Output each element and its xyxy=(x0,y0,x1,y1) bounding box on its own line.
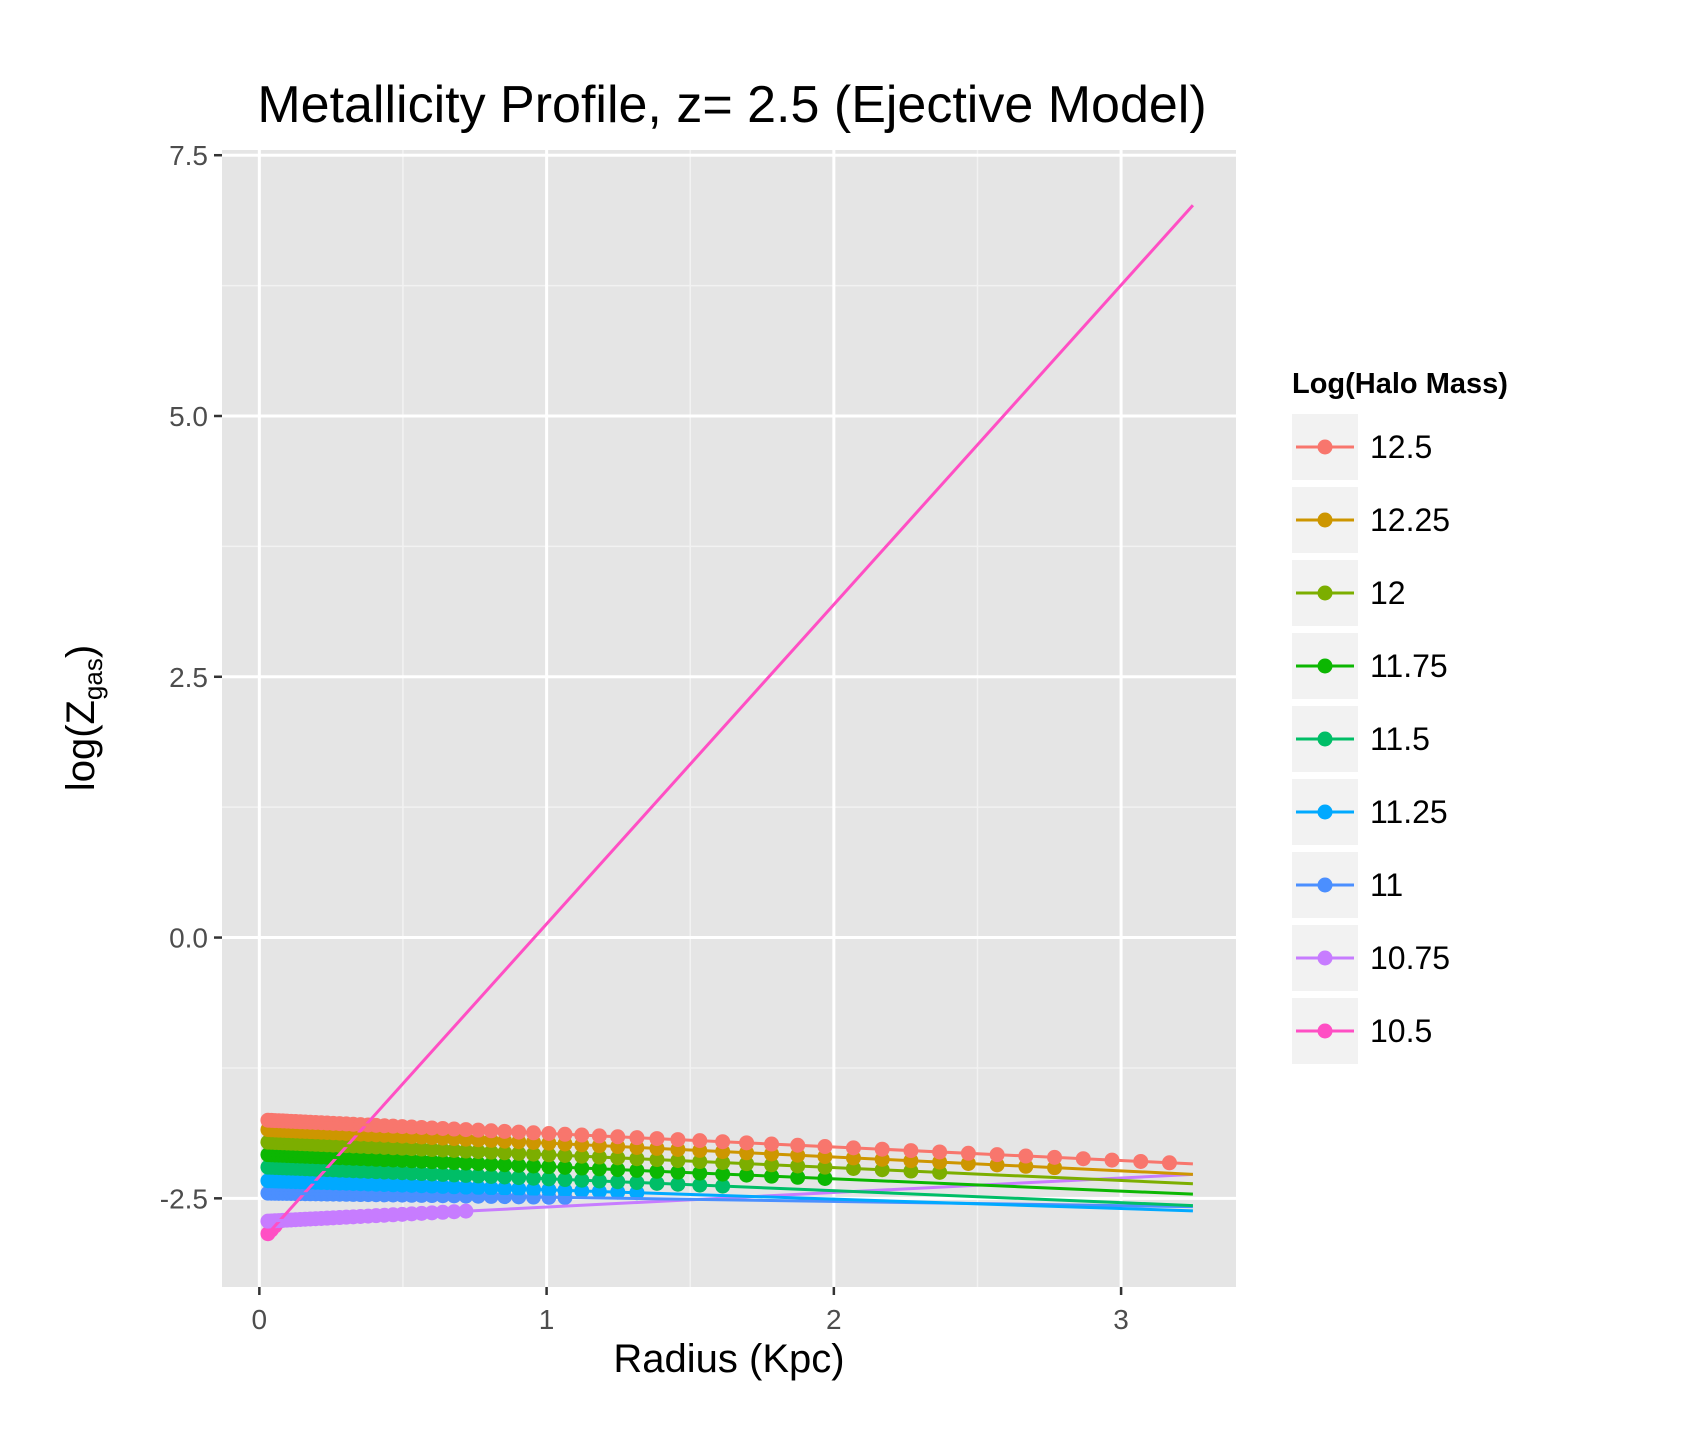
y-tick-label: 2.5 xyxy=(169,662,208,693)
series-line-10.5 xyxy=(263,204,1195,1238)
legend-item-11.5: 11.5 xyxy=(1292,706,1430,772)
legend: 12.5 12.25 12 11.75 11.5 11.25 11 10.75 10.5 xyxy=(1292,414,1450,1064)
grid-major xyxy=(222,150,1236,1287)
legend-key-point xyxy=(1317,585,1333,601)
legend-key-point xyxy=(1317,439,1333,455)
legend-item-12.25: 12.25 xyxy=(1292,487,1450,553)
legend-key-point xyxy=(1317,804,1333,820)
legend-label: 10.5 xyxy=(1370,1013,1432,1049)
legend-key-point xyxy=(1317,950,1333,966)
y-axis-title: log(Zgas) xyxy=(59,645,108,791)
y-axis: -2.5 0.0 2.5 5.0 7.5 xyxy=(160,140,222,1214)
x-axis-title: Radius (Kpc) xyxy=(613,1337,844,1381)
series-layer xyxy=(260,204,1195,1242)
x-tick-label: 2 xyxy=(826,1304,842,1335)
legend-item-10.5: 10.5 xyxy=(1292,998,1432,1064)
series-line-11.75 xyxy=(265,1153,1193,1196)
legend-label: 12 xyxy=(1370,575,1406,611)
series-line-12 xyxy=(265,1140,1193,1186)
legend-label: 11 xyxy=(1370,867,1403,903)
series-line-12.5 xyxy=(265,1118,1193,1166)
series-line-10.75 xyxy=(265,1172,1193,1223)
legend-item-11.25: 11.25 xyxy=(1292,779,1448,845)
x-tick-label: 0 xyxy=(252,1304,268,1335)
legend-item-12: 12 xyxy=(1292,560,1406,626)
legend-key-point xyxy=(1317,658,1333,674)
legend-key-point xyxy=(1317,877,1333,893)
y-axis-title-main: log(Z xyxy=(59,700,103,791)
x-tick-label: 3 xyxy=(1113,1304,1129,1335)
legend-label: 11.25 xyxy=(1370,794,1448,830)
series-line-11.25 xyxy=(265,1179,1193,1213)
legend-item-11: 11 xyxy=(1292,852,1403,918)
y-tick-label: 7.5 xyxy=(169,140,208,171)
x-axis: 0 1 2 3 xyxy=(252,1287,1129,1335)
legend-key-point xyxy=(1317,512,1333,528)
y-tick-label: -2.5 xyxy=(160,1183,208,1214)
legend-key-point xyxy=(1317,1023,1333,1039)
grid-minor xyxy=(222,150,1236,1287)
legend-label: 10.75 xyxy=(1370,940,1450,976)
series-line-11.5 xyxy=(265,1165,1193,1208)
legend-item-11.75: 11.75 xyxy=(1292,633,1448,699)
legend-item-10.75: 10.75 xyxy=(1292,925,1450,991)
legend-title: Log(Halo Mass) xyxy=(1292,368,1508,400)
legend-label: 12.25 xyxy=(1370,502,1450,538)
legend-item-12.5: 12.5 xyxy=(1292,414,1432,480)
y-axis-title-subscript: gas xyxy=(78,658,108,700)
legend-key-point xyxy=(1317,731,1333,747)
legend-label: 12.5 xyxy=(1370,429,1432,465)
chart-title: Metallicity Profile, z= 2.5 (Ejective Mo… xyxy=(257,76,1206,134)
y-tick-label: 0.0 xyxy=(169,923,208,954)
y-tick-label: 5.0 xyxy=(169,401,208,432)
x-tick-label: 1 xyxy=(539,1304,555,1335)
legend-label: 11.5 xyxy=(1370,721,1430,757)
legend-label: 11.75 xyxy=(1370,648,1448,684)
y-axis-title-close: ) xyxy=(59,645,103,658)
series-line-12.25 xyxy=(265,1127,1193,1176)
